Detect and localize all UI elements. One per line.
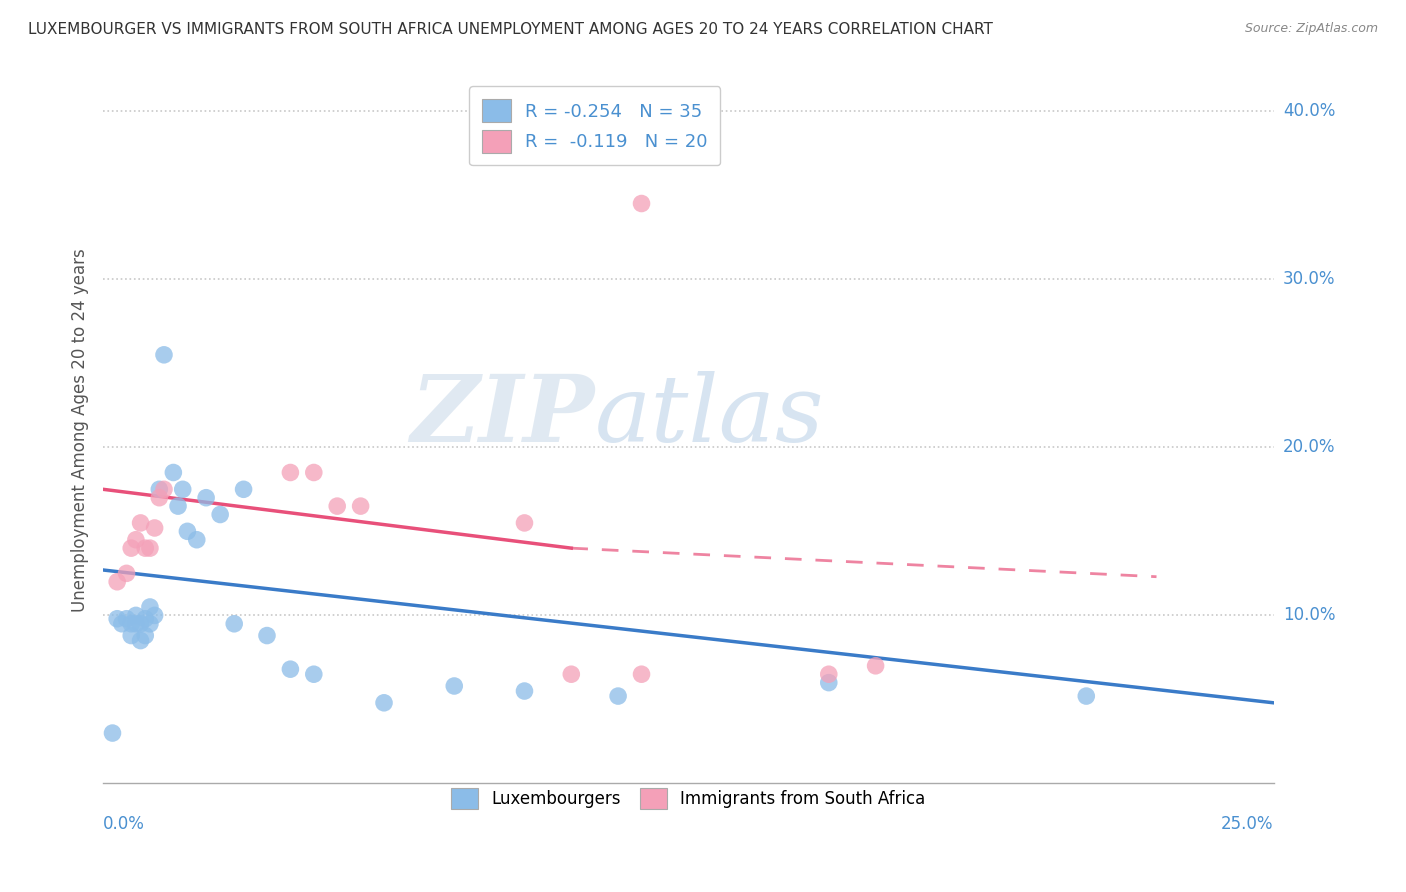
Point [280, 662, 302, 676]
Point [195, 491, 218, 505]
Point [143, 521, 166, 535]
Point [443, 679, 465, 693]
Point [129, 616, 152, 631]
Point [129, 516, 152, 530]
Text: 40.0%: 40.0% [1282, 102, 1336, 120]
Text: 20.0%: 20.0% [1282, 438, 1336, 457]
Point [148, 491, 170, 505]
Point [172, 483, 194, 497]
Point [513, 516, 536, 530]
Point [125, 608, 148, 623]
Point [560, 667, 582, 681]
Point [630, 196, 652, 211]
Text: 30.0%: 30.0% [1282, 270, 1336, 288]
Point [232, 483, 254, 497]
Point [817, 675, 839, 690]
Point [256, 629, 278, 643]
Point [134, 629, 156, 643]
Point [186, 533, 208, 547]
Point [139, 599, 162, 614]
Point [153, 483, 176, 497]
Point [111, 616, 134, 631]
Point [105, 612, 128, 626]
Text: Source: ZipAtlas.com: Source: ZipAtlas.com [1244, 22, 1378, 36]
Point [143, 608, 166, 623]
Text: atlas: atlas [595, 371, 824, 461]
Legend: Luxembourgers, Immigrants from South Africa: Luxembourgers, Immigrants from South Afr… [439, 776, 938, 821]
Point [125, 533, 148, 547]
Point [280, 466, 302, 480]
Point [817, 667, 839, 681]
Point [120, 541, 142, 556]
Point [349, 499, 371, 513]
Point [134, 541, 156, 556]
Point [120, 616, 142, 631]
Point [865, 658, 887, 673]
Text: 0.0%: 0.0% [103, 815, 145, 833]
Text: LUXEMBOURGER VS IMMIGRANTS FROM SOUTH AFRICA UNEMPLOYMENT AMONG AGES 20 TO 24 YE: LUXEMBOURGER VS IMMIGRANTS FROM SOUTH AF… [28, 22, 993, 37]
Point [162, 466, 184, 480]
Point [1076, 689, 1098, 703]
Point [630, 667, 652, 681]
Point [607, 689, 630, 703]
Text: 10.0%: 10.0% [1282, 607, 1336, 624]
Point [302, 466, 325, 480]
Point [224, 616, 246, 631]
Point [148, 483, 170, 497]
Point [153, 348, 176, 362]
Y-axis label: Unemployment Among Ages 20 to 24 years: Unemployment Among Ages 20 to 24 years [72, 249, 89, 612]
Point [125, 616, 148, 631]
Point [139, 541, 162, 556]
Point [105, 574, 128, 589]
Point [139, 616, 162, 631]
Point [302, 667, 325, 681]
Point [513, 684, 536, 698]
Point [134, 612, 156, 626]
Point [373, 696, 395, 710]
Text: ZIP: ZIP [411, 371, 595, 461]
Point [209, 508, 232, 522]
Point [120, 629, 142, 643]
Point [101, 726, 124, 740]
Point [176, 524, 198, 539]
Point [167, 499, 190, 513]
Point [115, 612, 138, 626]
Text: 25.0%: 25.0% [1220, 815, 1274, 833]
Point [129, 633, 152, 648]
Point [115, 566, 138, 581]
Point [326, 499, 349, 513]
